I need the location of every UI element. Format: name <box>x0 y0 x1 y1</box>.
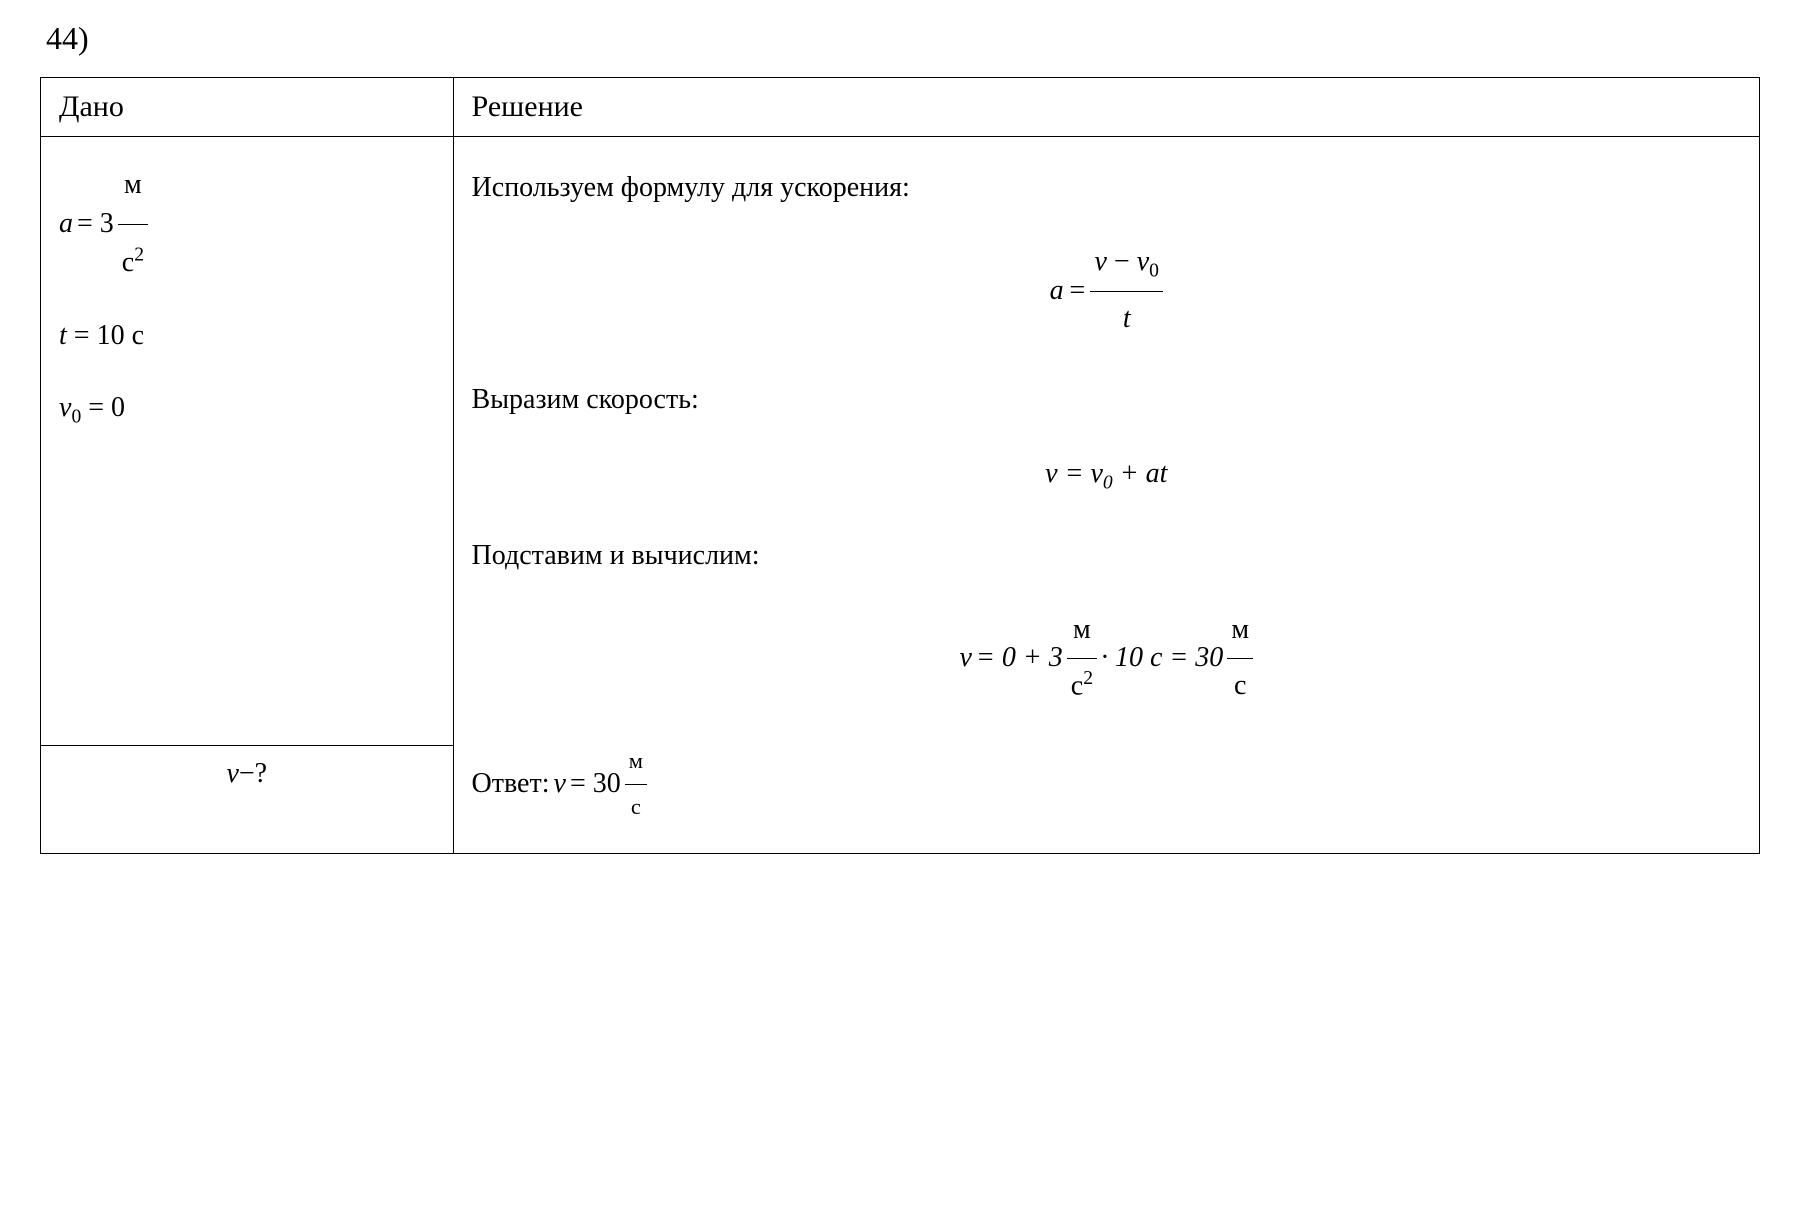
calc-unit1-num: м <box>1067 605 1097 658</box>
header-row: Дано Решение <box>41 78 1760 137</box>
given-cell: a = 3 м с2 t = 10 с v0 = 0 <box>41 137 454 746</box>
given-t: t = 10 с <box>59 300 435 373</box>
f2-v0: v <box>1090 458 1102 489</box>
solution-table: Дано Решение a = 3 м с2 t = 10 с v0 = 0 … <box>40 77 1760 854</box>
v0-var: v <box>59 392 71 423</box>
problem-number: 44) <box>40 20 1769 57</box>
f2-eq: = <box>1058 458 1091 489</box>
content-row-1: a = 3 м с2 t = 10 с v0 = 0 Используем фо… <box>41 137 1760 746</box>
f1-lhs: a <box>1050 266 1064 316</box>
calc-eq1: = 0 + 3 <box>976 633 1063 683</box>
given-a: a = 3 м с2 <box>59 149 148 300</box>
f2-t: t <box>1160 458 1168 489</box>
f1-fraction: v − v0 t <box>1090 237 1162 344</box>
find-question: −? <box>239 758 267 789</box>
given-v0: v0 = 0 <box>59 372 435 445</box>
answer-eq: = 30 <box>570 759 621 809</box>
calc-unit1: м с2 <box>1067 605 1097 711</box>
answer-unit-num: м <box>625 741 647 784</box>
t-var: t <box>59 320 67 351</box>
find-cell: v−? <box>41 745 454 853</box>
f1-numerator: v − v0 <box>1090 237 1162 292</box>
a-unit-fraction: м с2 <box>118 149 148 300</box>
solution-cell: Используем формулу для ускорения: a = v … <box>453 137 1759 854</box>
given-header: Дано <box>41 78 454 137</box>
answer-v: v <box>554 759 566 809</box>
t-value: = 10 с <box>67 320 144 351</box>
v0-value: = 0 <box>81 392 125 423</box>
calc-unit2: м с <box>1227 605 1253 711</box>
answer-label: Ответ: <box>472 759 550 809</box>
a-value: = 3 <box>77 188 114 261</box>
step1-text: Используем формулу для ускорения: <box>472 163 1741 213</box>
formula1: a = v − v0 t <box>472 237 1741 344</box>
a-unit-num: м <box>118 149 148 225</box>
f2-v: v <box>1045 458 1057 489</box>
v0-sub: 0 <box>71 407 81 428</box>
calculation: v = 0 + 3 м с2 · 10 с = 30 м с <box>472 605 1741 711</box>
calc-v: v <box>960 633 972 683</box>
find-v: v <box>226 758 238 789</box>
answer-unit: м с <box>625 741 647 827</box>
answer-unit-den: с <box>625 785 647 827</box>
f2-sub0: 0 <box>1103 473 1113 494</box>
step3-text: Подставим и вычислим: <box>472 531 1741 581</box>
step2-text: Выразим скорость: <box>472 375 1741 425</box>
a-var: a <box>59 188 73 261</box>
calc-unit2-den: с <box>1227 659 1253 711</box>
f2-a: a <box>1146 458 1160 489</box>
calc-unit1-den: с2 <box>1067 659 1097 712</box>
answer: Ответ: v = 30 м с <box>472 741 1741 827</box>
calc-mult: · 10 с = 30 <box>1101 633 1223 683</box>
formula2: v = v0 + at <box>472 449 1741 501</box>
a-unit-den: с2 <box>118 225 148 300</box>
f2-plus: + <box>1113 458 1146 489</box>
f1-denominator: t <box>1090 292 1162 344</box>
solution-header: Решение <box>453 78 1759 137</box>
calc-unit2-num: м <box>1227 605 1253 658</box>
f1-eq: = <box>1068 266 1087 316</box>
